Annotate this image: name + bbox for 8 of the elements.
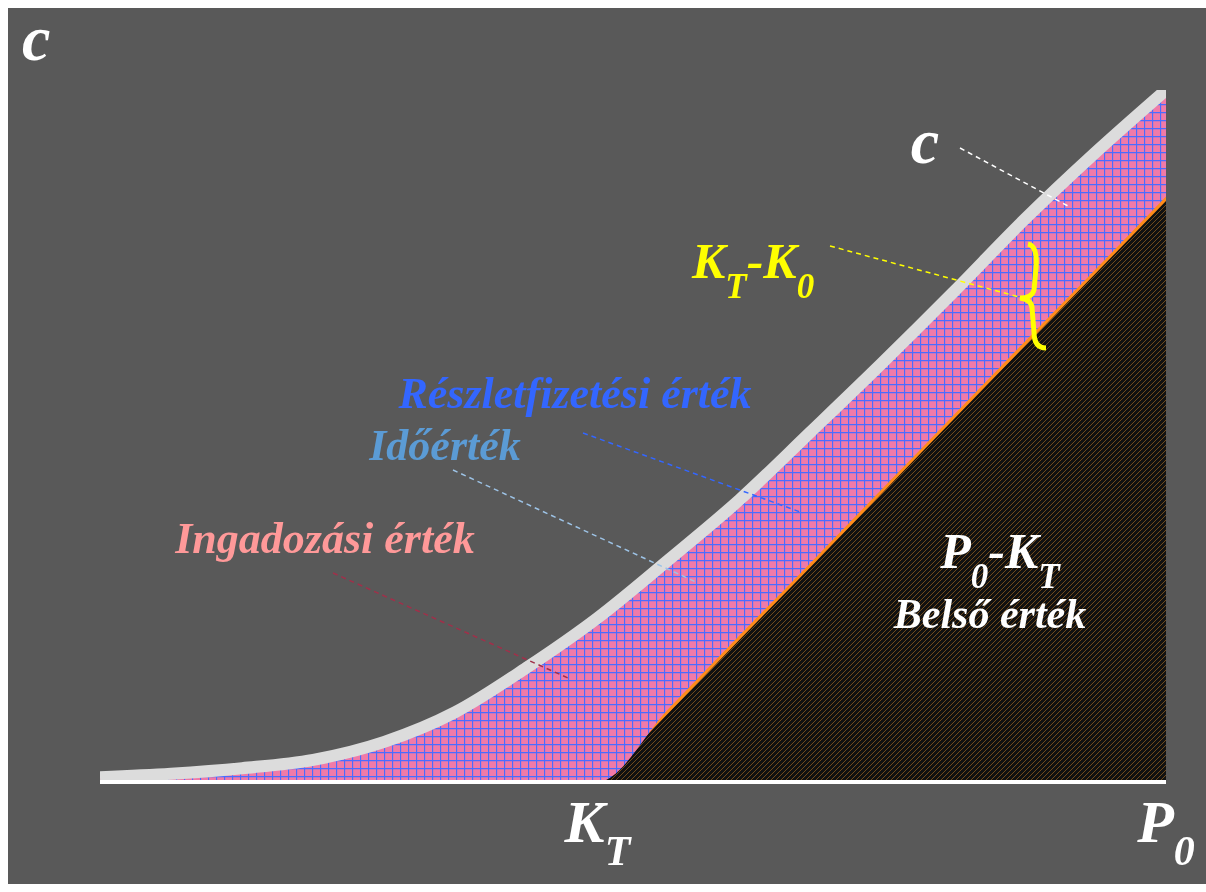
x-tick-label: P$_{0}$ (1136, 789, 1195, 874)
annotation: K$_{T}$-K$_{0}$ (690, 233, 815, 306)
y-axis-title: c (22, 3, 51, 74)
annotation: Részletfizetési érték (397, 369, 752, 418)
x-tick-label: K$_{T}$ (563, 789, 633, 874)
annotation: Ingadozási érték (174, 514, 475, 563)
annotation: Időérték (368, 421, 521, 470)
annotation: c (910, 106, 940, 177)
